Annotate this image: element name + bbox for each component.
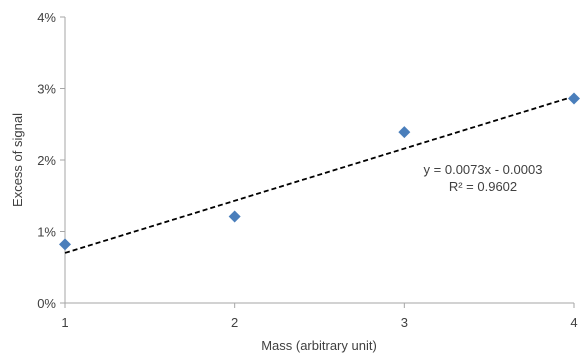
axes: 0% 1% 2% 3% 4% 1 2 3 4 bbox=[37, 10, 577, 330]
y-tick-label: 2% bbox=[37, 153, 56, 168]
y-axis-label: Excess of signal bbox=[10, 113, 25, 207]
y-tick-label: 3% bbox=[37, 82, 56, 97]
trendline-r-squared: R² = 0.9602 bbox=[449, 179, 517, 194]
x-tick-label: 2 bbox=[231, 315, 238, 330]
data-point bbox=[59, 238, 71, 251]
y-tick-label: 4% bbox=[37, 10, 56, 25]
data-points bbox=[59, 92, 580, 251]
data-point bbox=[398, 126, 411, 139]
data-point bbox=[568, 92, 580, 105]
x-tick-label: 3 bbox=[401, 315, 408, 330]
trendline bbox=[64, 95, 575, 254]
y-tick-label: 1% bbox=[37, 225, 56, 240]
y-tick-label: 0% bbox=[37, 296, 56, 311]
data-point bbox=[228, 210, 241, 223]
trendline-layer bbox=[64, 95, 575, 254]
x-axis-label: Mass (arbitrary unit) bbox=[261, 338, 377, 353]
x-tick-label: 1 bbox=[61, 315, 68, 330]
trendline-equation: y = 0.0073x - 0.0003 bbox=[424, 162, 543, 177]
x-tick-label: 4 bbox=[570, 315, 577, 330]
